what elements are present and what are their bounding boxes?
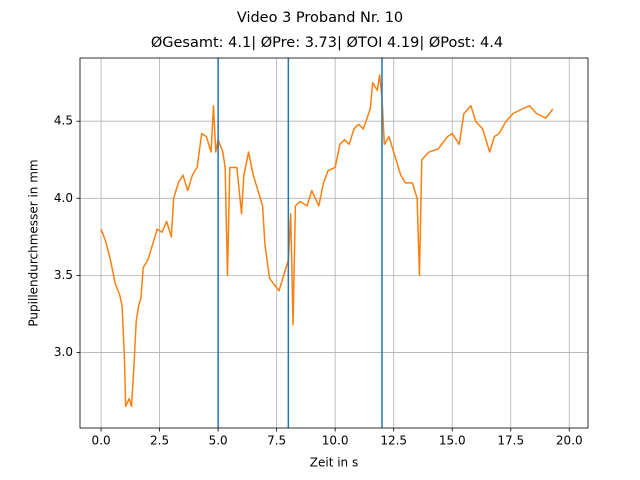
x-tick-label: 5.0 (209, 434, 228, 448)
data-line (100, 74, 554, 408)
y-tick-label: 3.5 (54, 268, 73, 282)
x-tick-label: 20.0 (556, 434, 583, 448)
y-tick-label: 3.0 (54, 345, 73, 359)
chart-title: Video 3 Proband Nr. 10 (237, 10, 403, 26)
y-tick-label: 4.5 (54, 114, 73, 128)
x-tick-label: 7.5 (267, 434, 286, 448)
x-tick-label: 2.5 (150, 434, 169, 448)
y-axis-label: Pupillendurchmesser in mm (27, 159, 41, 326)
x-tick-label: 17.5 (497, 434, 524, 448)
x-tick-label: 0.0 (92, 434, 111, 448)
plot-frame (79, 57, 589, 429)
x-tick-label: 10.0 (322, 434, 349, 448)
chart-subtitle: ØGesamt: 4.1| ØPre: 3.73| ØTOI 4.19| ØPo… (151, 35, 503, 51)
x-tick-label: 12.5 (380, 434, 407, 448)
y-tick-label: 4.0 (54, 191, 73, 205)
x-tick-label: 15.0 (439, 434, 466, 448)
x-axis-label: Zeit in s (310, 456, 358, 470)
